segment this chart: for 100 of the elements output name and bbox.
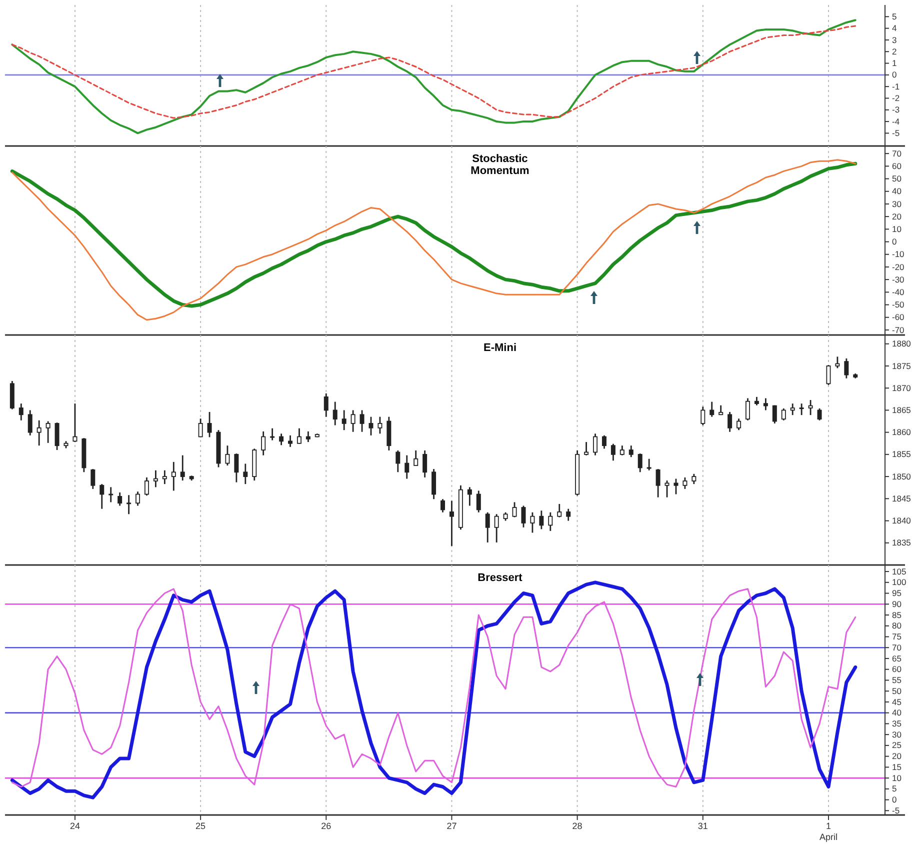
candlestick <box>835 356 840 369</box>
y-tick-label: -70 <box>892 324 905 335</box>
candlestick <box>692 473 696 485</box>
candlestick <box>36 420 42 446</box>
y-tick-label: -3 <box>892 104 900 115</box>
candlestick <box>108 486 114 503</box>
candlestick <box>736 418 742 431</box>
candlestick <box>746 398 750 422</box>
y-tick-label: -10 <box>892 249 905 260</box>
x-tick-label: 1 April <box>819 821 838 842</box>
candlestick <box>638 452 642 473</box>
x-tick-label: 27 <box>446 821 457 831</box>
candlestick <box>772 404 777 424</box>
x-tick-label: 25 <box>196 821 206 831</box>
candlestick <box>602 434 606 450</box>
y-tick-label: 70 <box>892 148 902 158</box>
y-tick-label: 5 <box>892 11 897 22</box>
y-tick-label: -30 <box>892 274 905 284</box>
text: E-Mini <box>484 342 516 354</box>
y-tick-label: 65 <box>892 653 902 664</box>
x-tick-label: 28 <box>572 821 582 831</box>
y-tick-label: 60 <box>892 160 902 171</box>
candlestick <box>476 490 481 514</box>
y-tick-label: 105 <box>892 566 906 576</box>
y-tick-label: 0 <box>892 236 897 247</box>
candlestick <box>682 476 688 490</box>
candlestick <box>288 434 293 448</box>
y-tick-label: -5 <box>892 128 900 138</box>
y-tick-label: 1875 <box>892 360 912 371</box>
line-series <box>11 25 856 119</box>
y-tick-label: 1835 <box>892 538 912 548</box>
y-tick-label: 1880 <box>892 338 912 349</box>
y-tick-label: 15 <box>892 762 902 772</box>
text: Stochastic Momentum <box>470 153 530 177</box>
candlestick <box>198 418 203 438</box>
y-tick-label: 85 <box>892 610 902 620</box>
y-tick-label: 1850 <box>892 471 912 482</box>
y-tick-label: -2 <box>892 93 900 104</box>
candlestick <box>342 409 346 431</box>
y-tick-label: 1845 <box>892 493 912 504</box>
candlestick <box>512 501 517 518</box>
y-tick-label: 40 <box>892 186 902 196</box>
candlestick <box>396 450 400 473</box>
candlestick <box>118 492 122 506</box>
y-tick-label: -40 <box>892 286 905 297</box>
candlestick <box>368 416 374 436</box>
candlestick <box>72 402 78 443</box>
y-tick-label: 4 <box>892 23 897 34</box>
candlestick <box>700 406 706 426</box>
y-tick-label: 60 <box>892 664 902 674</box>
candlestick <box>171 461 176 492</box>
y-tick-label: 3 <box>892 34 897 45</box>
candlestick <box>100 483 104 510</box>
candlestick <box>225 444 230 466</box>
candlestick <box>378 416 382 434</box>
candlestick <box>324 392 328 418</box>
candlestick <box>557 503 562 518</box>
candlestick <box>539 510 544 530</box>
y-tick-label: 55 <box>892 675 902 686</box>
y-tick-label: 10 <box>892 772 902 783</box>
y-tick-label: 1870 <box>892 382 912 393</box>
candlestick <box>584 441 589 456</box>
text: Bressert <box>478 572 523 584</box>
y-tick-label: 1840 <box>892 516 912 526</box>
candlestick <box>306 430 310 443</box>
candlestick <box>332 401 338 426</box>
candlestick <box>826 364 831 386</box>
candlestick <box>628 444 634 458</box>
y-tick-label: 80 <box>892 620 902 631</box>
candlestick <box>296 428 302 445</box>
candlestick <box>180 454 185 482</box>
y-tick-label: 1855 <box>892 449 912 460</box>
candlestick <box>656 468 660 498</box>
candlestick <box>440 498 446 514</box>
y-tick-label: 40 <box>892 708 902 718</box>
candlestick <box>494 513 499 544</box>
candlestick <box>162 470 167 485</box>
candlestick <box>781 408 786 422</box>
candlestick <box>46 420 50 444</box>
y-tick-label: 100 <box>892 577 906 588</box>
candlestick <box>422 450 428 478</box>
candlestick <box>54 422 60 451</box>
candlestick <box>28 409 32 436</box>
candlestick <box>270 428 275 441</box>
y-tick-label: 20 <box>892 751 902 762</box>
candlestick <box>279 432 284 446</box>
candlestick <box>646 458 652 472</box>
y-tick-label: -4 <box>892 116 900 126</box>
candlestick <box>566 508 571 522</box>
y-tick-label: 95 <box>892 588 902 598</box>
candlestick <box>243 463 248 485</box>
y-tick-label: -5 <box>892 805 900 816</box>
candlestick <box>350 409 356 433</box>
candlestick <box>234 452 239 483</box>
y-tick-label: 30 <box>892 729 902 740</box>
candlestick <box>521 505 526 528</box>
candlestick <box>548 512 553 532</box>
candlestick <box>610 443 616 462</box>
y-tick-label: 25 <box>892 740 902 750</box>
candlestick <box>261 430 266 456</box>
